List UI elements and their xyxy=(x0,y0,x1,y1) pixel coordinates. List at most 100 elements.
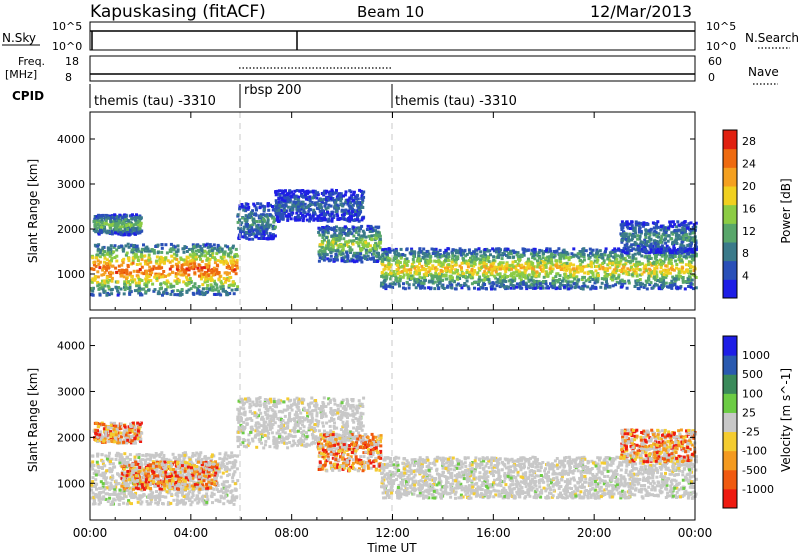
scatter-point xyxy=(270,236,274,240)
scatter-point xyxy=(354,230,358,234)
scatter-point xyxy=(357,206,361,210)
colorbar-cell xyxy=(723,279,737,299)
scatter-point xyxy=(469,256,472,260)
scatter-point xyxy=(487,280,491,284)
scatter-point xyxy=(504,270,508,273)
scatter-point xyxy=(217,250,221,254)
scatter-point xyxy=(211,255,214,259)
scatter-point xyxy=(129,271,133,275)
scatter-point xyxy=(186,263,190,267)
scatter-point xyxy=(440,269,443,273)
scatter-point xyxy=(333,257,337,261)
scatter-point xyxy=(638,226,642,230)
scatter-point xyxy=(374,247,378,251)
scatter-point xyxy=(143,462,147,466)
scatter-point xyxy=(131,227,135,231)
scatter-point xyxy=(677,277,681,281)
scatter-point xyxy=(669,266,673,270)
scatter-point xyxy=(564,279,568,283)
scatter-point xyxy=(325,236,329,240)
scatter-point xyxy=(634,263,637,267)
scatter-point xyxy=(432,247,436,251)
scatter-point xyxy=(355,251,359,255)
scatter-point xyxy=(332,228,336,232)
scatter-point xyxy=(155,278,159,282)
scatter-point xyxy=(256,229,260,233)
scatter-point xyxy=(356,242,360,246)
scatter-point xyxy=(434,251,438,255)
scatter-point xyxy=(470,258,474,262)
scatter-point xyxy=(602,259,606,263)
scatter-point xyxy=(401,253,405,256)
scatter-point xyxy=(474,281,478,285)
scatter-point xyxy=(518,272,522,276)
scatter-point xyxy=(304,193,307,197)
scatter-point xyxy=(533,271,537,275)
scatter-point xyxy=(360,200,364,204)
scatter-point xyxy=(114,482,118,486)
scatter-point xyxy=(109,484,113,487)
scatter-point xyxy=(188,260,192,264)
scatter-point xyxy=(148,269,152,273)
scatter-point xyxy=(501,261,505,265)
scatter-point xyxy=(185,267,189,271)
scatter-point xyxy=(359,252,363,256)
scatter-point xyxy=(554,264,558,268)
scatter-point xyxy=(436,279,440,283)
scatter-point xyxy=(574,281,578,285)
scatter-point xyxy=(342,228,346,232)
scatter-point xyxy=(446,247,450,251)
scatter-point xyxy=(476,271,480,275)
scatter-point xyxy=(122,247,126,251)
scatter-point xyxy=(507,279,511,283)
scatter-point xyxy=(156,292,160,296)
scatter-point xyxy=(179,256,183,260)
scatter-point xyxy=(472,256,476,260)
scatter-point xyxy=(90,496,94,500)
scatter-point xyxy=(347,245,351,248)
scatter-point xyxy=(98,255,102,259)
scatter-point xyxy=(644,263,648,267)
scatter-point xyxy=(360,256,363,260)
scatter-point xyxy=(234,272,238,276)
scatter-point xyxy=(368,250,372,254)
scatter-point xyxy=(133,232,137,236)
scatter-point xyxy=(486,258,490,262)
scatter-point xyxy=(111,222,115,226)
scatter-point xyxy=(529,252,533,256)
scatter-point xyxy=(521,280,525,284)
scatter-point xyxy=(620,240,624,244)
scatter-point xyxy=(91,286,95,290)
scatter-point xyxy=(665,248,669,252)
scatter-point xyxy=(283,194,287,197)
scatter-point xyxy=(574,285,578,288)
scatter-point xyxy=(417,272,421,276)
scatter-point xyxy=(614,283,618,287)
scatter-point xyxy=(335,234,339,238)
scatter-point xyxy=(429,259,433,263)
scatter-point xyxy=(601,256,605,260)
scatter-point xyxy=(538,261,542,265)
scatter-point xyxy=(334,241,337,245)
scatter-point xyxy=(600,254,604,258)
scatter-point xyxy=(389,275,393,279)
scatter-point xyxy=(204,254,208,258)
scatter-point xyxy=(501,252,505,255)
scatter-point xyxy=(666,271,670,275)
scatter-point xyxy=(170,259,174,263)
scatter-point xyxy=(577,266,581,270)
scatter-point xyxy=(490,271,494,275)
scatter-point xyxy=(168,267,172,271)
scatter-point xyxy=(346,257,350,261)
scatter-point xyxy=(591,271,595,275)
scatter-point xyxy=(219,279,223,283)
scatter-point xyxy=(681,236,685,240)
scatter-point xyxy=(463,249,467,253)
scatter-point xyxy=(462,272,465,276)
scatter-point xyxy=(302,208,306,211)
scatter-point xyxy=(200,259,204,263)
scatter-point xyxy=(184,496,188,500)
scatter-point xyxy=(109,216,113,220)
scatter-point xyxy=(624,233,627,236)
scatter-point xyxy=(595,260,599,264)
